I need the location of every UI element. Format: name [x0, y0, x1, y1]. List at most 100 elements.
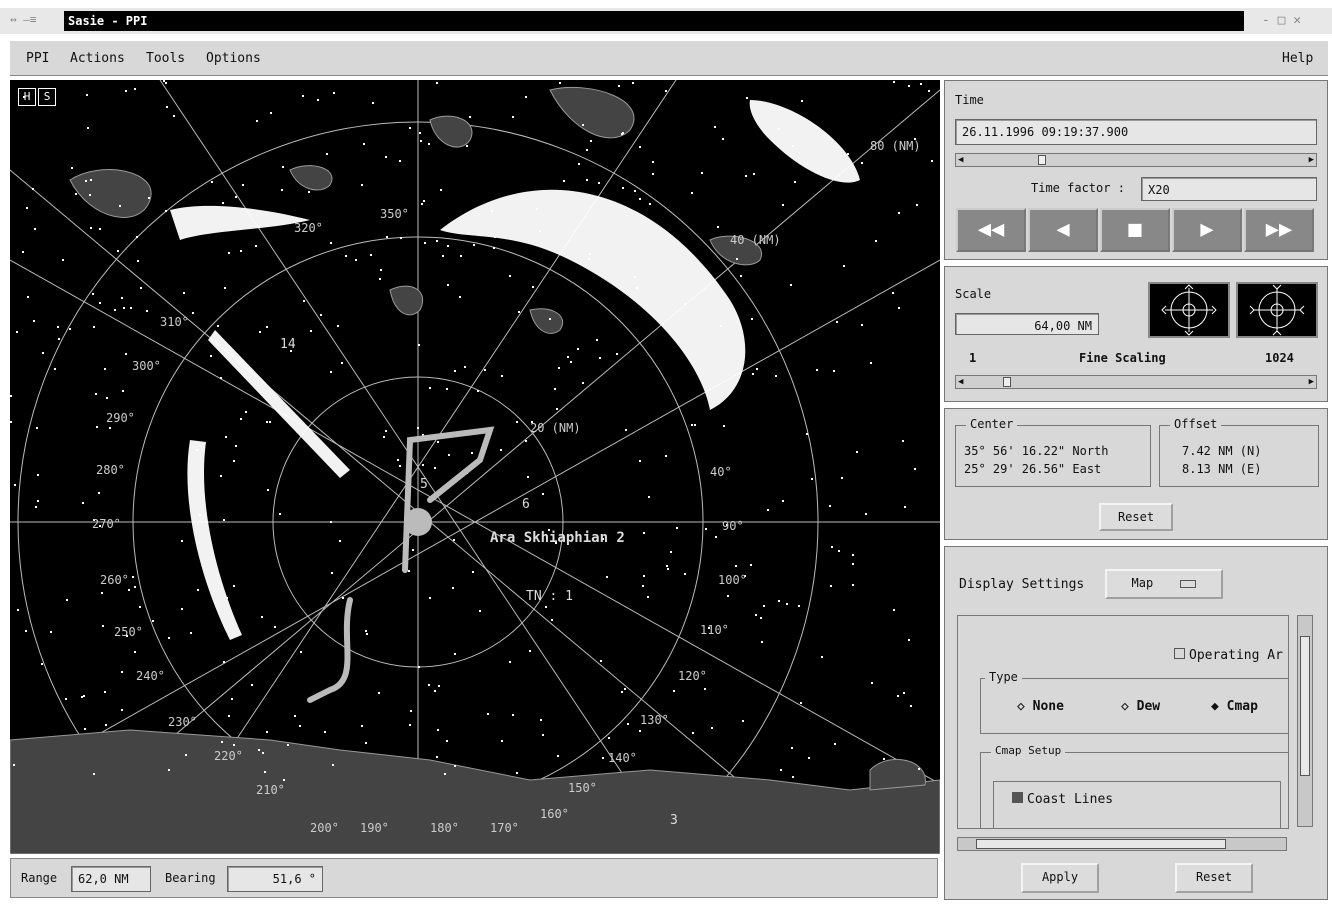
rewind-button[interactable]: ◀ — [1028, 208, 1098, 252]
scale-field[interactable]: 64,00 NM — [955, 313, 1099, 335]
stop-button[interactable]: ■ — [1100, 208, 1170, 252]
plot-mark — [223, 661, 225, 663]
bearing-label: 110° — [700, 623, 729, 637]
radar-svg[interactable]: 14 6 5 3 TN : 1 Ara Skhiaphian 2 80 (NM)… — [10, 80, 940, 854]
plot-mark — [790, 284, 792, 286]
range-field[interactable]: 62,0 NM — [71, 866, 151, 892]
plot-mark — [436, 756, 438, 758]
fast-forward-button[interactable]: ▶▶ — [1244, 208, 1314, 252]
plot-mark — [240, 418, 242, 420]
plot-mark — [378, 692, 380, 694]
plot-mark — [66, 599, 68, 601]
plot-mark — [181, 608, 183, 610]
plot-mark — [622, 187, 624, 189]
plot-mark — [365, 742, 367, 744]
window-menu-icon[interactable]: ↔ —≡ — [10, 13, 37, 26]
plot-mark — [673, 690, 675, 692]
plot-mark — [139, 606, 141, 608]
plot-mark — [330, 242, 332, 244]
plot-mark — [220, 475, 222, 477]
bearing-label: 260° — [100, 573, 129, 587]
display-mode-select[interactable]: Map — [1105, 569, 1223, 599]
plot-mark — [509, 275, 511, 277]
scale-min: 1 — [969, 351, 977, 365]
plot-mark — [780, 769, 782, 771]
type-radio-dew[interactable]: ◇ Dew — [1121, 699, 1161, 714]
vertical-scroll-thumb[interactable] — [1300, 636, 1310, 776]
plot-mark — [226, 597, 228, 599]
slider-left-arrow-icon[interactable]: ◀ — [958, 155, 964, 165]
plot-mark — [434, 467, 436, 469]
display-reset-button[interactable]: Reset — [1175, 863, 1253, 893]
plot-mark — [540, 719, 542, 721]
plot-mark — [525, 440, 527, 442]
plot-mark — [910, 705, 912, 707]
track-label: 3 — [670, 813, 678, 828]
zoom-out-icon — [1249, 284, 1305, 336]
position-reset-button[interactable]: Reset — [1099, 503, 1173, 531]
fast-rewind-button[interactable]: ◀◀ — [956, 208, 1026, 252]
time-slider-thumb[interactable] — [1038, 155, 1047, 165]
menu-actions[interactable]: Actions — [70, 51, 125, 66]
scale-slider-thumb[interactable] — [1002, 377, 1011, 387]
slider-right-arrow-icon[interactable]: ▶ — [1308, 377, 1314, 387]
coast-lines-checkbox[interactable]: Coast Lines — [1012, 792, 1113, 807]
datetime-field[interactable]: 26.11.1996 09:19:37.900 — [955, 119, 1317, 145]
slider-left-arrow-icon[interactable]: ◀ — [958, 377, 964, 387]
zoom-out-button[interactable] — [1236, 282, 1318, 338]
display-vertical-scrollbar[interactable] — [1297, 615, 1313, 827]
plot-mark — [235, 445, 237, 447]
zoom-in-button[interactable] — [1148, 282, 1230, 338]
ppi-radar-display[interactable]: 14 6 5 3 TN : 1 Ara Skhiaphian 2 80 (NM)… — [10, 80, 940, 854]
plot-mark — [412, 549, 414, 551]
plot-mark — [42, 352, 44, 354]
horizontal-scroll-thumb[interactable] — [976, 839, 1226, 849]
plot-mark — [536, 208, 538, 210]
display-horizontal-scrollbar[interactable] — [957, 837, 1287, 851]
menu-tools[interactable]: Tools — [146, 51, 186, 66]
plot-mark — [756, 368, 758, 370]
plot-mark — [484, 369, 486, 371]
slider-right-arrow-icon[interactable]: ▶ — [1308, 155, 1314, 165]
plot-mark — [222, 202, 224, 204]
plot-mark — [287, 744, 289, 746]
plot-mark — [778, 128, 780, 130]
plot-mark — [173, 115, 175, 117]
type-radio-none[interactable]: ◇ None — [1017, 699, 1064, 714]
window-controls-icon[interactable]: - □ ✕ — [1262, 13, 1302, 28]
plot-mark — [642, 585, 644, 587]
plot-mark — [196, 449, 198, 451]
operating-area-checkbox[interactable]: Operating Ar — [1174, 648, 1283, 663]
plot-mark — [385, 156, 387, 158]
menu-help[interactable]: Help — [1282, 51, 1314, 66]
plot-mark — [892, 292, 894, 294]
apply-button[interactable]: Apply — [1021, 863, 1099, 893]
plot-mark — [192, 312, 194, 314]
display-mode-value: Map — [1131, 576, 1154, 590]
window-titlebar[interactable]: ↔ —≡ Sasie - PPI - □ ✕ — [0, 8, 1332, 34]
bearing-label: 90° — [722, 519, 744, 533]
h-badge[interactable]: H — [18, 88, 36, 106]
menu-ppi[interactable]: PPI — [26, 51, 50, 66]
time-factor-field[interactable]: X20 — [1141, 177, 1317, 201]
plot-mark — [221, 741, 223, 743]
plot-mark — [841, 477, 843, 479]
plot-mark — [582, 382, 584, 384]
plot-mark — [466, 145, 468, 147]
plot-mark — [763, 605, 765, 607]
s-badge[interactable]: S — [38, 88, 56, 106]
plot-mark — [806, 433, 808, 435]
bearing-field[interactable]: 51,6 ° — [227, 866, 323, 892]
bearing-label: 180° — [430, 821, 459, 835]
play-button[interactable]: ▶ — [1172, 208, 1242, 252]
plot-mark — [165, 210, 167, 212]
plot-mark — [57, 326, 59, 328]
time-slider[interactable]: ◀ ▶ — [955, 153, 1317, 167]
plot-mark — [531, 421, 533, 423]
type-radio-cmap[interactable]: ◆ Cmap — [1211, 699, 1258, 714]
plot-mark — [93, 326, 95, 328]
plot-mark — [838, 550, 840, 552]
plot-mark — [471, 452, 473, 454]
menu-options[interactable]: Options — [206, 51, 261, 66]
scale-slider[interactable]: ◀ ▶ — [955, 375, 1317, 389]
